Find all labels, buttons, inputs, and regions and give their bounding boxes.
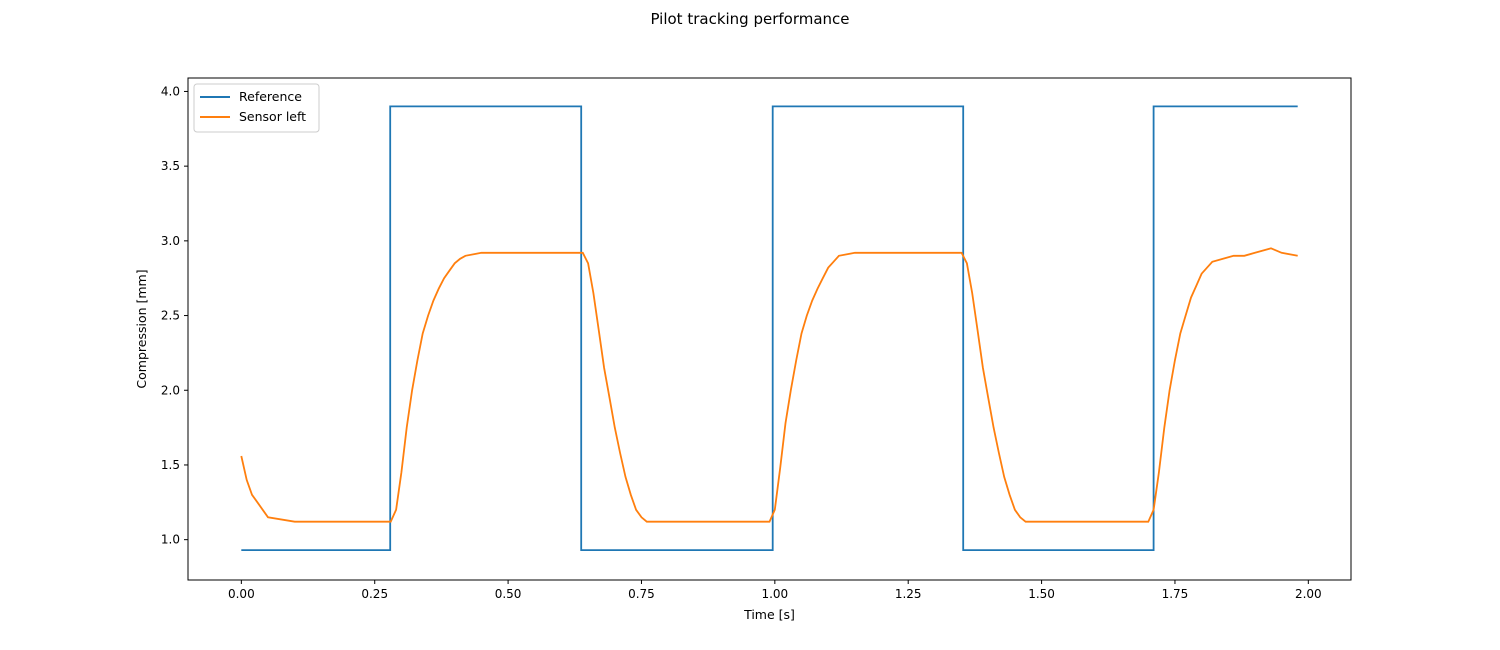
x-tick-label: 1.00 — [761, 587, 788, 601]
legend-label: Sensor left — [239, 109, 306, 124]
y-tick-label: 3.0 — [161, 234, 180, 248]
y-axis: 1.0 1.5 2.0 2.5 3.0 3.5 4.0 — [161, 84, 188, 547]
series-line-reference — [241, 105, 1298, 551]
plot-area — [187, 77, 1352, 581]
y-tick-label: 2.5 — [161, 309, 180, 323]
x-tick-label: 0.00 — [228, 587, 255, 601]
x-tick-label: 2.00 — [1295, 587, 1322, 601]
x-tick-label: 1.75 — [1162, 587, 1189, 601]
y-tick-label: 2.0 — [161, 383, 180, 397]
x-tick-label: 0.75 — [628, 587, 655, 601]
y-tick-label: 3.5 — [161, 159, 180, 173]
x-axis-label: Time [s] — [743, 607, 795, 622]
x-tick-label: 1.25 — [895, 587, 922, 601]
series-layer — [240, 105, 1298, 551]
y-axis-label: Compression [mm] — [134, 269, 149, 388]
y-tick-label: 1.0 — [161, 533, 180, 547]
legend: Reference Sensor left — [193, 83, 320, 133]
x-tick-label: 0.50 — [495, 587, 522, 601]
y-tick-label: 4.0 — [161, 84, 180, 98]
plot-frame — [187, 77, 1352, 581]
x-tick-label: 0.25 — [361, 587, 388, 601]
x-axis: 0.00 0.25 0.50 0.75 1.00 1.25 1.50 1.75 2.00 — [228, 580, 1322, 601]
chart-title: Pilot tracking performance — [650, 10, 849, 28]
series-line-sensor-left — [240, 247, 1298, 523]
x-tick-label: 1.50 — [1028, 587, 1055, 601]
legend-label: Reference — [239, 89, 302, 104]
y-tick-label: 1.5 — [161, 458, 180, 472]
